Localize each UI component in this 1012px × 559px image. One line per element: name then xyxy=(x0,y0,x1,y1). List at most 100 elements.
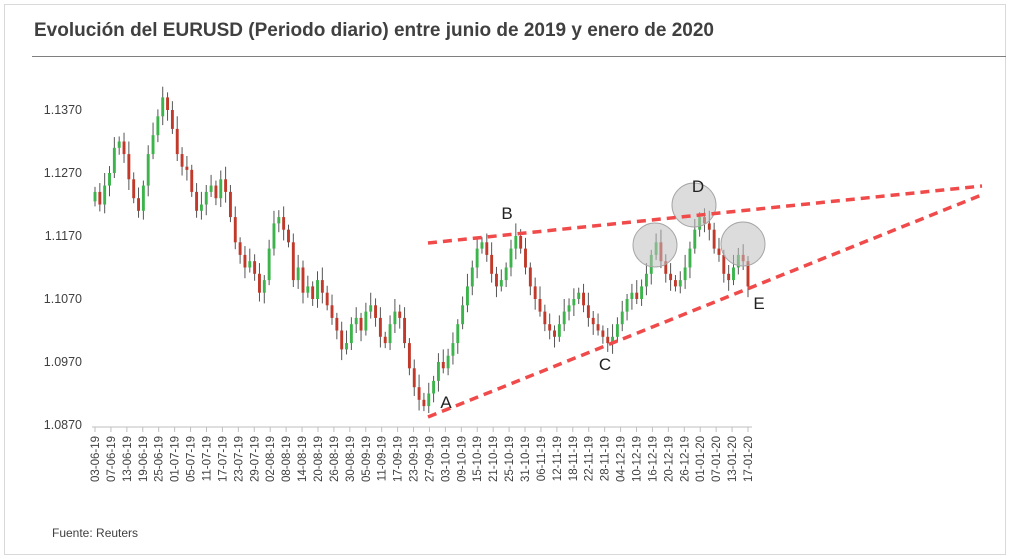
candle-body xyxy=(509,248,513,268)
candle-body xyxy=(253,261,257,274)
candle-body xyxy=(678,280,682,287)
candle-body xyxy=(103,185,107,205)
candle-body xyxy=(615,324,619,337)
x-tick-label: 05-09-19 xyxy=(361,436,373,482)
candle-body xyxy=(166,97,170,110)
candle-body xyxy=(499,280,503,287)
candle-body xyxy=(557,324,561,337)
candle-body xyxy=(291,242,295,281)
x-tick-label: 21-10-19 xyxy=(488,436,500,482)
x-tick-label: 18-11-19 xyxy=(568,436,580,481)
x-tick-label: 09-10-19 xyxy=(456,436,468,482)
pattern-label-a: A xyxy=(440,393,452,412)
x-tick-label: 02-08-19 xyxy=(265,436,277,482)
candle-body xyxy=(141,185,145,211)
candle-body xyxy=(548,324,552,331)
candle-body xyxy=(301,267,305,293)
y-tick-label: 1.1070 xyxy=(44,292,82,306)
candle-body xyxy=(543,311,547,325)
candle-body xyxy=(480,242,484,249)
x-tick-label: 23-07-19 xyxy=(233,436,245,482)
x-tick-label: 19-06-19 xyxy=(138,436,150,482)
highlight-circle xyxy=(632,222,678,268)
candle-body xyxy=(591,317,595,325)
candle-body xyxy=(383,336,387,344)
candle-body xyxy=(538,299,542,312)
candle-body xyxy=(490,254,494,274)
x-tick-label: 27-09-19 xyxy=(424,436,436,482)
pattern-label-e: E xyxy=(753,294,764,313)
candle-body xyxy=(422,399,426,407)
candle-body xyxy=(364,311,368,331)
candle-body xyxy=(732,267,735,281)
x-tick-label: 20-08-19 xyxy=(313,436,325,482)
candle-body xyxy=(562,311,566,325)
x-tick-label: 16-12-19 xyxy=(647,436,659,482)
candle-body xyxy=(180,154,184,167)
support-trendline xyxy=(427,192,985,419)
candle-body xyxy=(441,362,445,369)
candle-body xyxy=(296,267,300,281)
candle-body xyxy=(470,267,474,287)
candle-body xyxy=(606,336,610,344)
x-tick-label: 06-11-19 xyxy=(536,436,548,481)
candle-body xyxy=(306,286,310,293)
candle-body xyxy=(475,248,479,268)
candle-body xyxy=(185,166,189,170)
candle-body xyxy=(451,343,455,356)
chart-title: Evolución del EURUSD (Periodo diario) en… xyxy=(34,20,714,41)
x-tick-label: 05-07-19 xyxy=(186,436,198,482)
candle-body xyxy=(746,261,750,287)
x-tick-label: 03-06-19 xyxy=(90,436,102,482)
candle-body xyxy=(683,267,687,281)
x-tick-label: 14-08-19 xyxy=(297,436,309,482)
candle-body xyxy=(504,267,508,281)
candle-body xyxy=(582,292,585,306)
candle-body xyxy=(170,110,174,129)
candle-body xyxy=(374,305,377,318)
candle-body xyxy=(485,242,489,255)
pattern-labels: A B C D E xyxy=(440,177,764,412)
candle-body xyxy=(412,368,416,388)
candle-body xyxy=(586,305,590,318)
candle-body xyxy=(577,292,581,299)
x-tick-label: 07-01-20 xyxy=(711,436,723,482)
x-tick-label: 28-11-19 xyxy=(600,436,612,481)
candle-body xyxy=(644,273,648,287)
candle-body xyxy=(272,223,276,249)
candle-body xyxy=(311,286,315,299)
candle-body xyxy=(664,261,668,274)
candle-body xyxy=(446,355,450,369)
candle-body xyxy=(456,324,460,344)
candles xyxy=(93,86,750,414)
x-tick-label: 26-08-19 xyxy=(329,436,341,482)
candle-body xyxy=(224,179,228,192)
candle-body xyxy=(727,273,731,281)
x-tick-label: 11-09-19 xyxy=(377,436,389,481)
x-tick-label: 29-07-19 xyxy=(249,436,261,482)
candle-body xyxy=(707,223,711,230)
candle-body xyxy=(199,204,203,211)
y-axis-ticks: 1.1370 1.1270 1.1170 1.1070 1.0970 1.0870 xyxy=(44,103,82,432)
candle-body xyxy=(495,273,498,287)
candle-body xyxy=(398,311,402,318)
y-tick-label: 1.0970 xyxy=(44,355,82,369)
candle-body xyxy=(204,191,208,205)
source-note: Fuente: Reuters xyxy=(52,526,139,540)
candle-body xyxy=(209,185,213,192)
candle-body xyxy=(233,217,237,243)
candle-body xyxy=(572,299,576,306)
candle-body xyxy=(461,305,465,325)
candle-body xyxy=(243,254,247,268)
pattern-label-c: C xyxy=(599,355,611,374)
y-tick-label: 1.1270 xyxy=(44,166,82,180)
candle-body xyxy=(693,229,697,249)
x-tick-label: 25-10-19 xyxy=(504,436,516,482)
candle-body xyxy=(403,317,407,344)
x-tick-label: 13-01-20 xyxy=(727,436,739,482)
candle-body xyxy=(635,292,639,299)
candle-body xyxy=(137,198,140,211)
candle-body xyxy=(688,248,692,268)
candle-body xyxy=(519,236,523,249)
